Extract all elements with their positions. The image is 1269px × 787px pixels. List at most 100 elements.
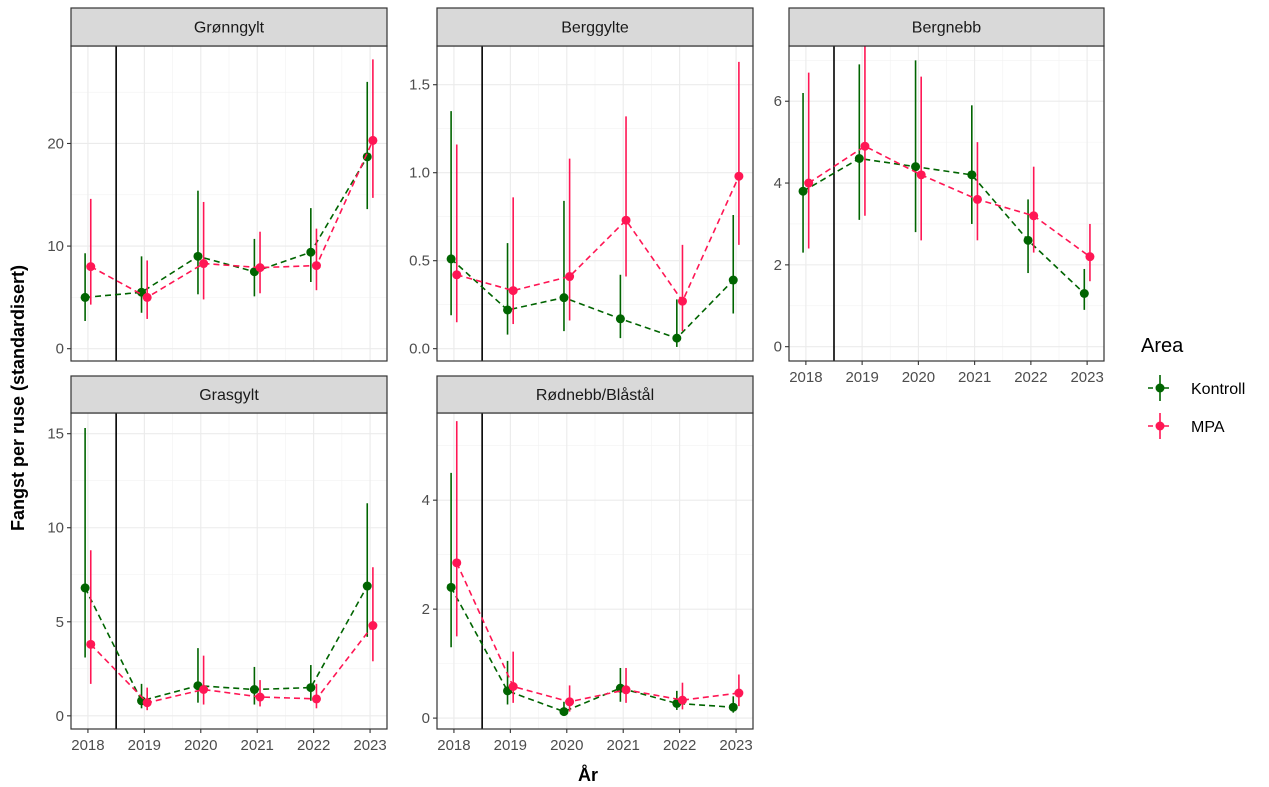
legend-item: Kontroll (1148, 375, 1245, 401)
data-point (1029, 211, 1039, 221)
y-tick-label: 1.0 (409, 165, 430, 182)
legend: Area Kontroll MPA (1141, 335, 1245, 439)
legend-item: MPA (1148, 413, 1225, 439)
data-point (615, 314, 625, 324)
data-point (728, 702, 738, 712)
facet-strip (436, 375, 754, 414)
data-point (565, 697, 575, 707)
x-tick-label: 2019 (494, 737, 527, 754)
data-point (804, 178, 814, 188)
data-point (916, 170, 926, 180)
y-tick-label: 15 (47, 426, 64, 443)
facet-title: Grasgylt (199, 387, 259, 404)
data-point (255, 692, 265, 702)
y-tick-label: 10 (47, 238, 64, 255)
y-tick-label: 4 (774, 175, 782, 192)
data-point (306, 683, 316, 693)
data-point (452, 558, 462, 568)
data-point (677, 695, 687, 705)
data-point (1023, 235, 1033, 245)
data-point (734, 688, 744, 698)
y-tick-label: 2 (422, 601, 430, 618)
x-tick-label: 2021 (607, 737, 640, 754)
data-point (368, 135, 378, 145)
y-tick-label: 0 (56, 708, 64, 725)
facet-panel: Bergnebb 0 2 4 6 2018 2019 2020 2021 2022 2023 (774, 7, 1105, 386)
data-point (142, 292, 152, 302)
data-point (199, 685, 209, 694)
data-point (508, 682, 518, 692)
facet-title: Berggylte (561, 20, 629, 37)
data-point (1085, 252, 1095, 262)
y-tick-label: 0 (56, 341, 64, 358)
y-tick-label: 0.0 (409, 341, 430, 358)
facet-panel: Berggylte 0.0 0.5 1.0 1.5 (409, 7, 754, 362)
facet-title: Rødnebb/Blåstål (536, 386, 654, 404)
facet-panel: Grønngylt 0 10 20 (47, 7, 388, 362)
data-point (565, 272, 575, 282)
data-point (446, 582, 456, 592)
x-tick-label: 2018 (437, 737, 470, 754)
data-point (80, 292, 90, 302)
data-point (508, 286, 518, 296)
x-tick-label: 2022 (1014, 369, 1047, 386)
x-tick-label: 2019 (845, 369, 878, 386)
series-line (450, 258, 734, 340)
x-tick-label: 2019 (128, 737, 161, 754)
data-point (503, 305, 513, 315)
facet-title: Bergnebb (912, 20, 981, 37)
y-tick-label: 20 (47, 135, 64, 152)
x-tick-label: 2020 (184, 737, 217, 754)
x-axis-title: År (578, 765, 598, 785)
y-tick-label: 4 (422, 492, 430, 509)
y-axis-title: Fangst per ruse (standardisert) (8, 265, 28, 531)
data-point (249, 685, 259, 694)
series-line (802, 157, 1085, 295)
data-point (199, 259, 209, 269)
x-tick-label: 2020 (902, 369, 935, 386)
data-point (311, 694, 321, 704)
facet-strip (788, 7, 1105, 47)
facet-panel: Rødnebb/Blåstål 0 2 4 2018 2019 2020 2021 2022 20… (422, 375, 754, 754)
data-point (860, 141, 870, 151)
data-point (972, 194, 982, 204)
data-point (255, 263, 265, 273)
legend-point (1155, 383, 1165, 393)
x-tick-label: 2021 (958, 369, 991, 386)
legend-label: Kontroll (1191, 381, 1245, 398)
data-point (854, 154, 864, 163)
facet-title: Grønngylt (194, 20, 265, 37)
data-point (193, 251, 203, 261)
facet-panels: Grønngylt01020Berggylte0.00.51.01.5Bergn… (47, 7, 1105, 754)
x-tick-label: 2018 (71, 737, 104, 754)
facet-strip (436, 7, 754, 47)
data-point (86, 639, 96, 649)
series-line (808, 145, 1091, 258)
data-point (142, 698, 152, 708)
data-point (362, 581, 372, 591)
y-tick-label: 0 (422, 710, 430, 727)
series-line (455, 562, 739, 703)
series-line (84, 585, 368, 702)
data-point (798, 186, 808, 196)
data-point (368, 621, 378, 631)
data-point (80, 583, 90, 593)
y-tick-label: 10 (47, 520, 64, 537)
facet-panel: Grasgylt 0 5 10 15 2018 2019 2020 2021 2022 2023 (47, 375, 388, 754)
y-tick-label: 0.5 (409, 253, 430, 270)
x-tick-label: 2021 (241, 737, 274, 754)
legend-label: MPA (1191, 419, 1225, 436)
x-tick-label: 2022 (663, 737, 696, 754)
legend-title: Area (1141, 335, 1184, 357)
x-tick-label: 2023 (353, 737, 386, 754)
y-tick-label: 1.5 (409, 77, 430, 94)
data-point (728, 275, 738, 285)
data-point (621, 685, 631, 695)
y-tick-label: 2 (774, 257, 782, 274)
data-point (677, 296, 687, 306)
x-tick-label: 2023 (719, 737, 752, 754)
x-tick-label: 2022 (297, 737, 330, 754)
data-point (621, 215, 631, 225)
data-point (446, 254, 456, 264)
